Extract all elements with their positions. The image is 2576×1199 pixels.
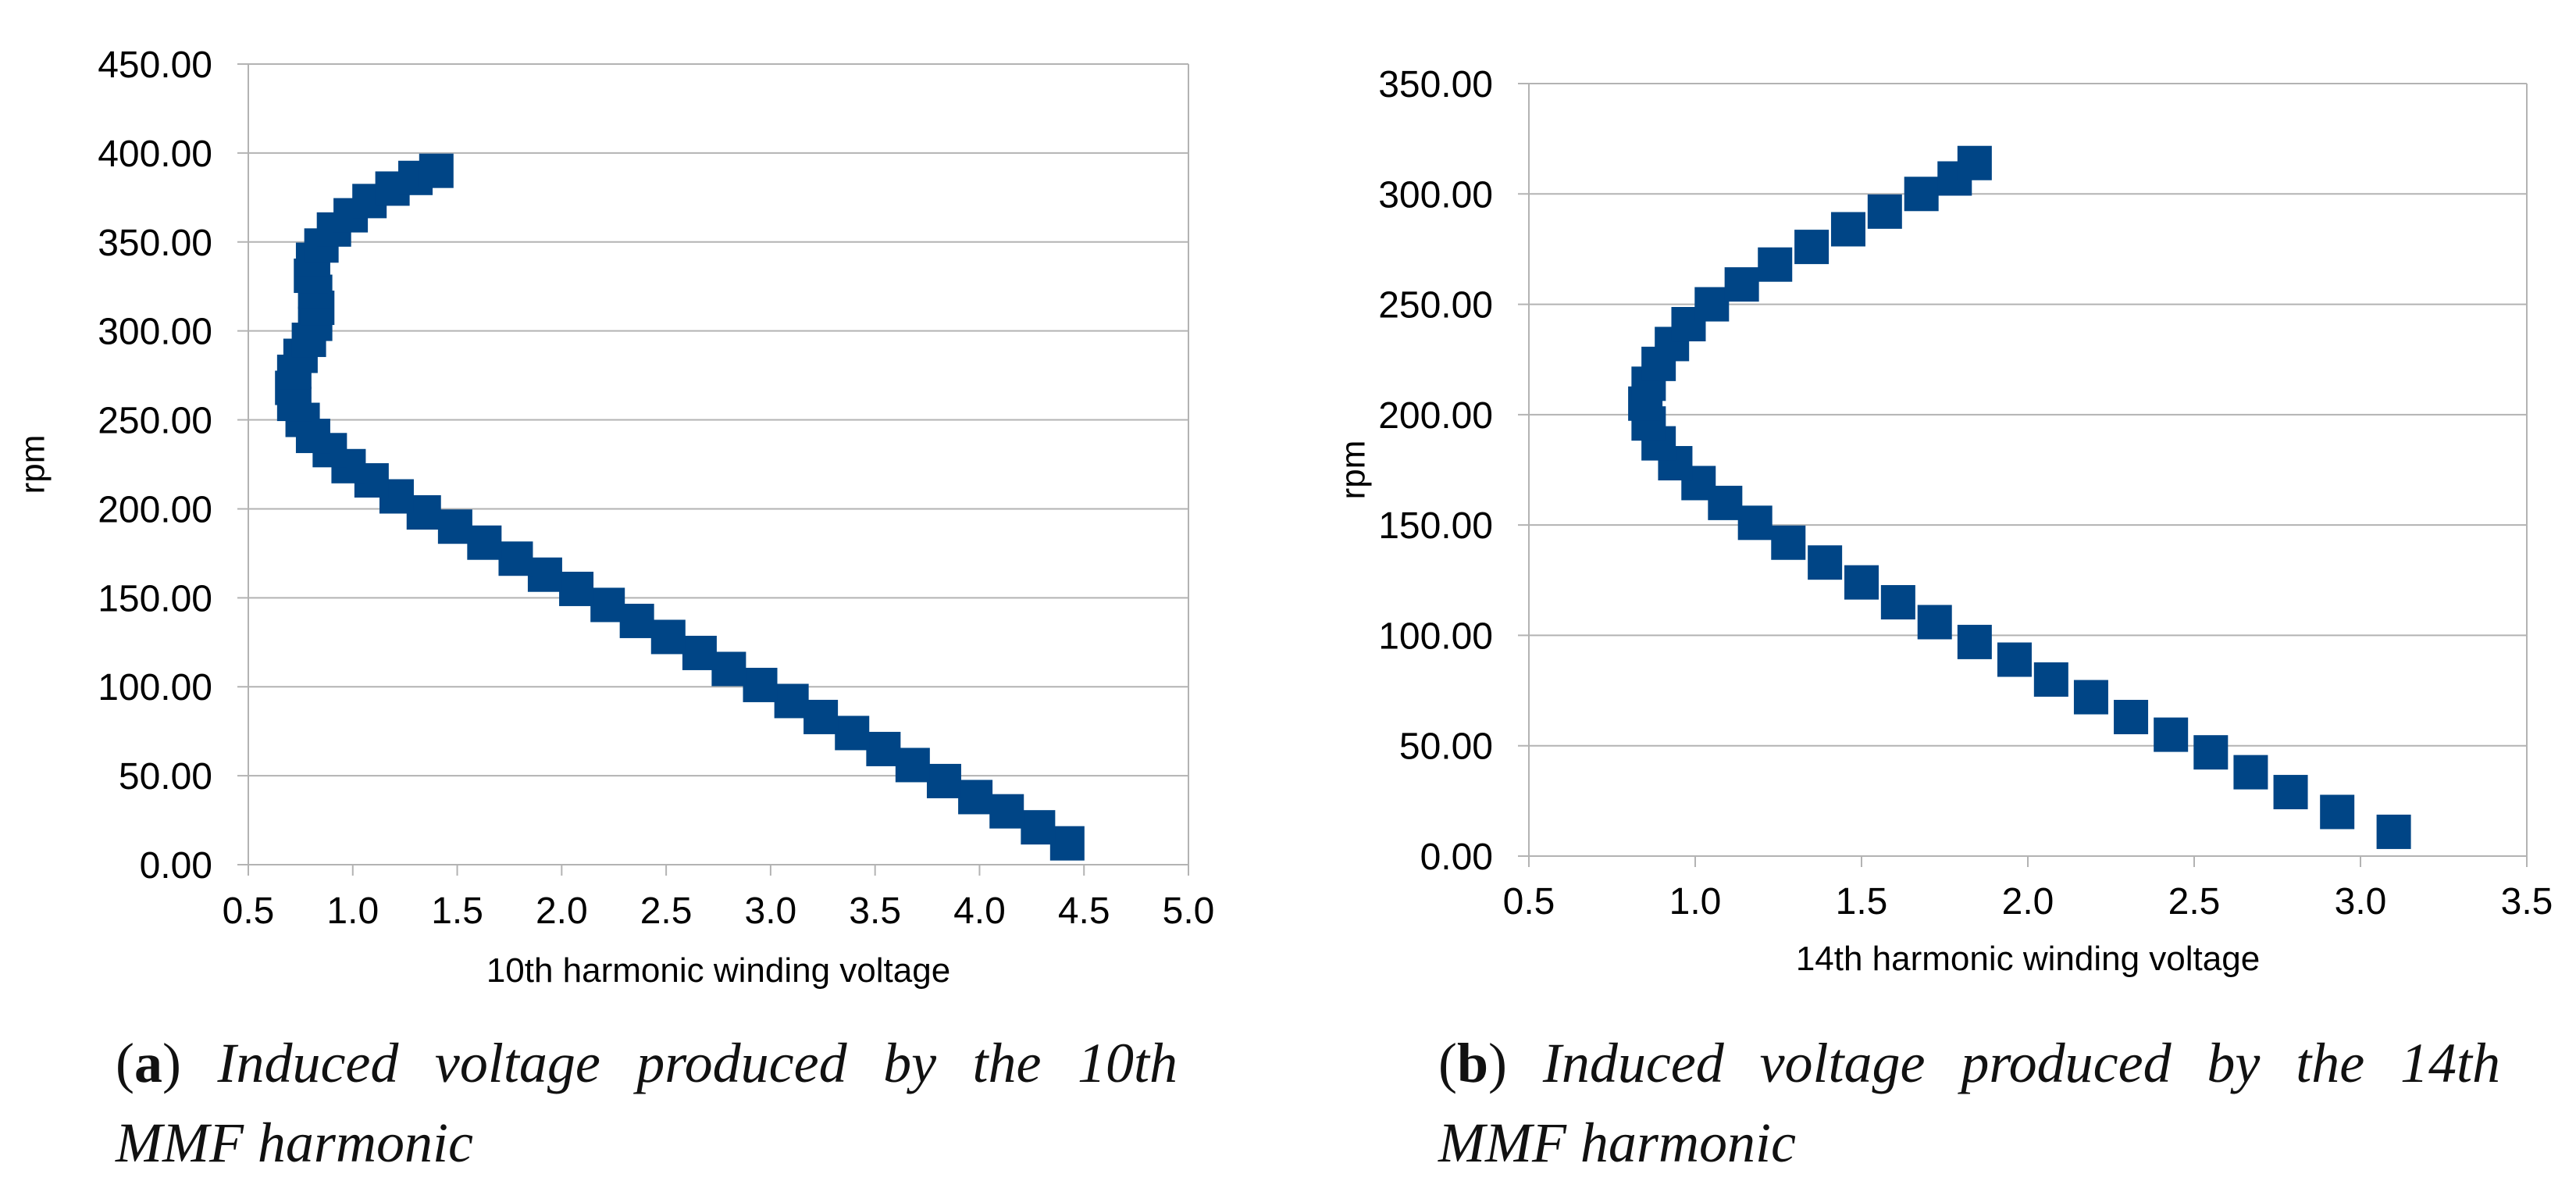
y-tick-label: 100.00 (1378, 616, 1493, 657)
y-tick-label: 300.00 (1378, 174, 1493, 216)
data-point (866, 731, 901, 766)
chart-b: 0.00 50.00 100.00 150.00 200.00 250.00 300.00 3… (1334, 64, 2553, 978)
caption-a-text: Induced voltage produced by the 10th MMF… (116, 1032, 1178, 1174)
data-point (437, 509, 472, 544)
data-point (1021, 810, 1056, 845)
data-point (989, 794, 1024, 829)
data-point (926, 763, 961, 798)
caption-a: (a) Induced voltage produced by the 10th… (116, 1032, 1178, 1174)
data-point (419, 153, 454, 188)
x-tick-label: 1.0 (1669, 881, 1722, 922)
data-point (803, 699, 839, 734)
x-tick-label: 0.5 (1503, 881, 1555, 922)
caption-b-text: Induced voltage produced by the 14th MMF… (1438, 1032, 2501, 1174)
y-tick-label: 200.00 (1378, 395, 1493, 437)
data-point (498, 541, 533, 576)
y-tick-label: 250.00 (1378, 285, 1493, 327)
data-point (1917, 605, 1952, 640)
caption-b: (b) Induced voltage produced by the 14th… (1438, 1032, 2501, 1174)
data-point (650, 619, 686, 655)
data-point (2154, 717, 2189, 752)
data-point (2114, 699, 2149, 734)
y-tick-label: 350.00 (98, 223, 212, 264)
data-point (682, 635, 717, 670)
x-axis-label: 14th harmonic winding voltage (1796, 940, 2260, 978)
y-axis-label: rpm (14, 435, 52, 494)
y-axis-label: rpm (1334, 441, 1373, 500)
chart-a: 0.00 50.00 100.00 150.00 200.00 250.00 300.00 3… (14, 45, 1215, 990)
x-axis-label: 10th harmonic winding voltage (486, 951, 950, 990)
data-point (2320, 794, 2355, 830)
data-point (2033, 662, 2068, 697)
data-point (1694, 287, 1730, 322)
x-tick-label: 2.5 (2168, 881, 2221, 922)
y-tick-label: 200.00 (98, 489, 212, 530)
x-tick-label: 3.0 (745, 890, 797, 932)
x-tick-label: 1.5 (431, 890, 483, 932)
y-tick-label: 450.00 (98, 45, 212, 86)
data-point (1997, 642, 2032, 677)
x-tick-label: 0.5 (223, 890, 275, 932)
data-point (467, 525, 502, 560)
data-point (559, 571, 594, 606)
data-point (1771, 525, 1806, 560)
data-point (1904, 177, 1939, 212)
x-tick-label: 5.0 (1163, 890, 1215, 932)
y-tick-label: 0.00 (1420, 837, 1493, 878)
caption-a-tag: a (134, 1032, 162, 1094)
data-point (1758, 247, 1793, 282)
x-tick-label: 2.0 (536, 890, 588, 932)
data-point (1844, 565, 1879, 600)
y-tick-label: 100.00 (98, 667, 212, 708)
caption-b-tag: b (1456, 1032, 1489, 1094)
data-point (590, 587, 625, 623)
x-tick-label: 4.0 (953, 890, 1006, 932)
data-point (1957, 145, 1992, 180)
x-tick-label: 3.5 (2501, 881, 2553, 922)
data-point (1049, 826, 1085, 861)
y-tick-label: 250.00 (98, 401, 212, 442)
data-point (958, 780, 993, 815)
y-tick-label: 0.00 (140, 845, 212, 887)
x-tick-label: 2.0 (2002, 881, 2054, 922)
y-tick-label: 350.00 (1378, 64, 1493, 105)
x-tick-label: 2.5 (640, 890, 693, 932)
x-tick-label: 4.5 (1058, 890, 1110, 932)
data-point (835, 715, 870, 751)
data-point (1867, 194, 1902, 229)
x-tick-label: 1.5 (1836, 881, 1888, 922)
data-point (2273, 775, 2308, 810)
data-point (2376, 814, 2411, 849)
data-point (1737, 505, 1773, 541)
x-tick-label: 3.0 (2335, 881, 2387, 922)
y-tick-label: 150.00 (1378, 505, 1493, 547)
data-point (1794, 230, 1830, 265)
y-tick-label: 50.00 (119, 756, 212, 798)
data-point (1880, 585, 1915, 620)
x-tick-label: 1.0 (326, 890, 379, 932)
data-point (743, 667, 778, 702)
data-point (2193, 735, 2229, 770)
y-tick-label: 300.00 (98, 312, 212, 353)
data-point (1957, 624, 1992, 659)
data-point (895, 748, 930, 783)
y-tick-label: 50.00 (1399, 726, 1493, 768)
data-point (2073, 680, 2108, 715)
data-point (711, 651, 746, 687)
data-point (2233, 755, 2268, 790)
x-tick-label: 3.5 (849, 890, 901, 932)
data-point (774, 683, 809, 719)
data-point (527, 557, 562, 592)
data-point (1830, 212, 1865, 247)
data-point (1808, 545, 1843, 580)
data-point (1724, 267, 1759, 302)
data-point (619, 603, 654, 638)
y-tick-label: 150.00 (98, 578, 212, 619)
y-tick-label: 400.00 (98, 134, 212, 175)
